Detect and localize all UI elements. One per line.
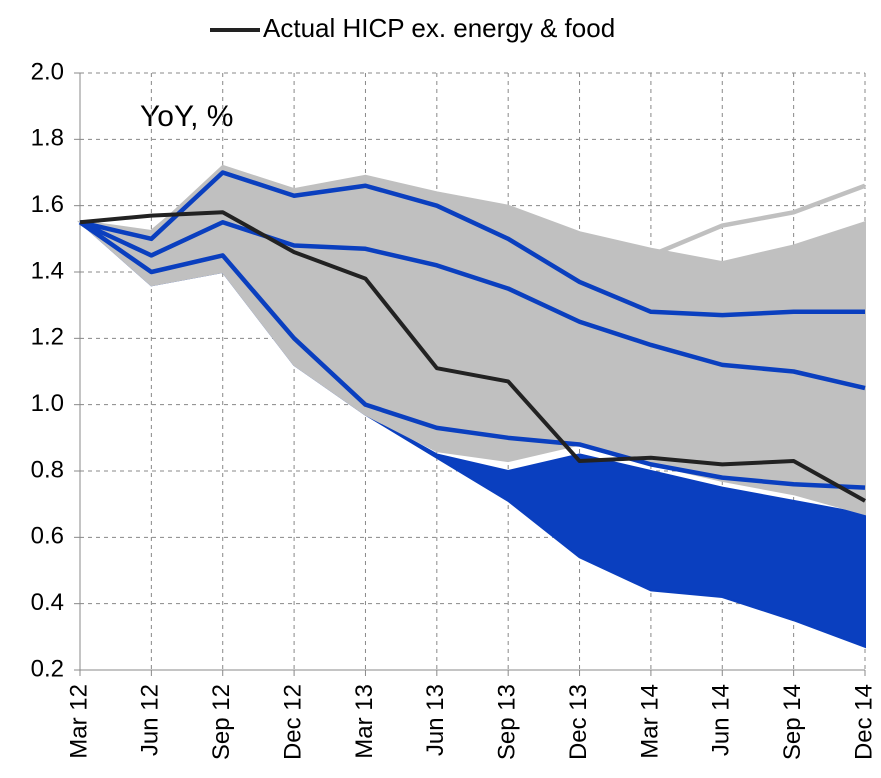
x-tick-label: Sep 12 xyxy=(208,684,235,760)
series-line xyxy=(79,210,866,503)
legend-label: Actual HICP ex. energy & food xyxy=(263,13,615,43)
x-tick-label: Jun 13 xyxy=(422,684,449,756)
y-tick-label: 1.6 xyxy=(31,191,64,218)
y-tick-label: 1.2 xyxy=(31,324,64,351)
annotation: YoY, % xyxy=(140,100,233,133)
x-tick-label: Mar 12 xyxy=(65,684,92,759)
y-tick-label: 1.8 xyxy=(31,125,64,152)
y-tick-label: 0.2 xyxy=(31,655,64,682)
series-line xyxy=(79,170,865,318)
x-tick-label: Dec 14 xyxy=(850,684,877,760)
x-tick-label: Sep 14 xyxy=(779,684,806,760)
y-tick-label: 0.8 xyxy=(31,456,64,483)
series-line xyxy=(79,220,866,391)
x-tick-label: Sep 13 xyxy=(494,684,521,760)
x-tick-label: Dec 13 xyxy=(565,684,592,760)
series-line xyxy=(79,186,866,308)
y-tick-label: 2.0 xyxy=(31,58,64,85)
band-area xyxy=(76,164,866,516)
x-tick-label: Jun 12 xyxy=(137,684,164,756)
x-tick-label: Mar 13 xyxy=(351,684,378,759)
y-tick-label: 1.0 xyxy=(31,390,64,417)
y-tick-label: 0.4 xyxy=(31,589,64,616)
x-tick-label: Mar 14 xyxy=(636,684,663,759)
series-line xyxy=(78,220,866,490)
x-tick-label: Jun 14 xyxy=(708,684,735,756)
y-tick-label: 0.6 xyxy=(31,523,64,550)
y-tick-label: 1.4 xyxy=(31,257,64,284)
x-tick-label: Dec 12 xyxy=(279,684,306,760)
